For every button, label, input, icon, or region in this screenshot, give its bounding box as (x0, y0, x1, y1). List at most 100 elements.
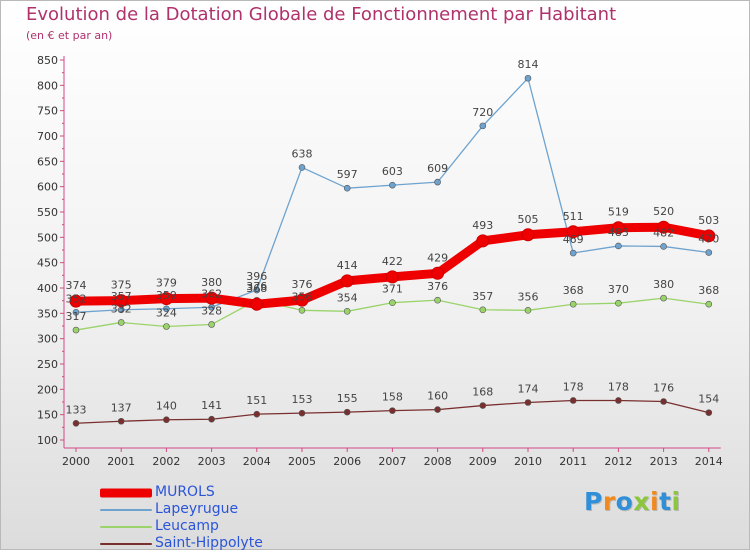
x-tick-label: 2014 (695, 455, 723, 468)
data-point-leucamp (569, 300, 577, 308)
data-label-murols: 375 (111, 279, 132, 292)
data-label-saint-hippolyte: 176 (653, 381, 674, 394)
data-label-leucamp: 332 (111, 302, 132, 315)
data-point-murols (521, 228, 535, 242)
data-label-murols: 511 (563, 210, 584, 223)
data-point-lapeyrugue (705, 249, 713, 256)
data-point-murols (476, 234, 490, 248)
data-label-leucamp: 370 (608, 283, 629, 296)
data-label-murols: 380 (201, 276, 222, 289)
legend-label: Saint-Hippolyte (155, 535, 263, 551)
data-label-leucamp: 380 (653, 278, 674, 291)
data-point-lapeyrugue (72, 309, 80, 316)
data-label-saint-hippolyte: 137 (111, 401, 132, 414)
data-label-leucamp: 376 (246, 280, 267, 293)
data-label-lapeyrugue: 603 (382, 165, 403, 178)
y-tick-label: 150 (37, 409, 58, 422)
data-point-lapeyrugue (389, 181, 396, 189)
data-point-leucamp (660, 294, 667, 302)
data-label-saint-hippolyte: 160 (427, 390, 448, 403)
y-tick-label: 400 (37, 282, 58, 295)
data-point-saint-hippolyte (569, 397, 577, 404)
data-label-murols: 422 (382, 255, 403, 268)
logo-letter: P (584, 487, 603, 516)
data-label-murols: 368 (246, 282, 267, 295)
data-label-murols: 429 (427, 251, 448, 264)
logo-letter: x (633, 487, 650, 516)
data-point-leucamp (615, 299, 622, 307)
logo-letter: i (671, 487, 681, 516)
data-label-saint-hippolyte: 174 (518, 383, 539, 396)
data-point-leucamp (479, 306, 487, 314)
data-point-murols (385, 270, 399, 284)
data-point-murols (611, 221, 625, 235)
data-label-lapeyrugue: 396 (246, 270, 267, 283)
data-point-lapeyrugue (253, 286, 261, 294)
chart-subtitle: (en € et par an) (26, 29, 113, 42)
data-label-saint-hippolyte: 168 (472, 386, 493, 399)
data-point-murols (657, 220, 671, 234)
data-label-leucamp: 376 (427, 280, 448, 293)
data-label-saint-hippolyte: 155 (337, 392, 358, 405)
data-point-saint-hippolyte (343, 408, 351, 416)
data-label-lapeyrugue: 359 (156, 289, 177, 302)
data-point-murols (566, 225, 580, 239)
x-tick-label: 2005 (288, 455, 316, 468)
data-label-murols: 519 (608, 206, 629, 219)
x-tick-label: 2000 (62, 455, 90, 468)
data-point-murols (431, 266, 445, 280)
x-tick-label: 2009 (469, 455, 497, 468)
data-label-lapeyrugue: 720 (472, 106, 493, 119)
data-point-saint-hippolyte (298, 409, 306, 417)
data-point-saint-hippolyte (705, 409, 713, 416)
data-point-lapeyrugue (298, 164, 306, 171)
x-tick-label: 2013 (650, 455, 678, 468)
data-point-leucamp (163, 323, 170, 330)
data-point-murols (114, 294, 128, 308)
data-label-lapeyrugue: 352 (66, 292, 87, 305)
data-label-leucamp: 354 (337, 291, 358, 304)
data-label-murols: 374 (66, 279, 87, 292)
y-tick-label: 100 (37, 434, 58, 447)
legend-label: MUROLS (155, 484, 215, 500)
legend-swatch (100, 542, 152, 545)
data-label-lapeyrugue: 483 (608, 226, 629, 239)
data-label-saint-hippolyte: 178 (608, 380, 629, 393)
legend-swatch (100, 525, 152, 528)
data-point-saint-hippolyte (72, 419, 80, 427)
x-tick-label: 2006 (333, 455, 361, 468)
data-point-saint-hippolyte (208, 415, 215, 423)
data-point-leucamp (298, 306, 306, 314)
data-label-saint-hippolyte: 141 (201, 399, 222, 412)
x-tick-label: 2002 (152, 455, 180, 468)
data-point-murols (702, 229, 716, 243)
data-point-murols (159, 292, 173, 306)
data-point-murols (250, 297, 264, 311)
data-label-murols: 520 (653, 205, 674, 218)
y-tick-label: 350 (37, 307, 58, 320)
data-point-saint-hippolyte (117, 417, 125, 425)
data-label-lapeyrugue: 814 (518, 58, 539, 71)
data-label-murols: 505 (518, 213, 539, 226)
data-label-saint-hippolyte: 140 (156, 400, 177, 413)
data-point-lapeyrugue (524, 74, 532, 82)
data-label-saint-hippolyte: 158 (382, 391, 403, 404)
data-label-murols: 493 (472, 219, 493, 232)
data-point-saint-hippolyte (253, 410, 261, 418)
x-tick-label: 2011 (559, 455, 587, 468)
data-point-leucamp (389, 299, 396, 306)
legend-label: Leucamp (155, 518, 219, 534)
x-tick-label: 2004 (243, 455, 271, 468)
y-tick-label: 800 (37, 79, 58, 92)
data-label-leucamp: 356 (518, 290, 539, 303)
logo-letter: o (615, 487, 634, 516)
data-label-lapeyrugue: 357 (111, 290, 132, 303)
y-tick-label: 500 (37, 231, 58, 244)
data-point-leucamp (72, 326, 80, 334)
data-point-leucamp (343, 308, 351, 315)
y-tick-label: 200 (37, 383, 58, 396)
x-tick-label: 2007 (378, 455, 406, 468)
data-point-lapeyrugue (660, 243, 667, 250)
data-point-saint-hippolyte (163, 416, 170, 424)
